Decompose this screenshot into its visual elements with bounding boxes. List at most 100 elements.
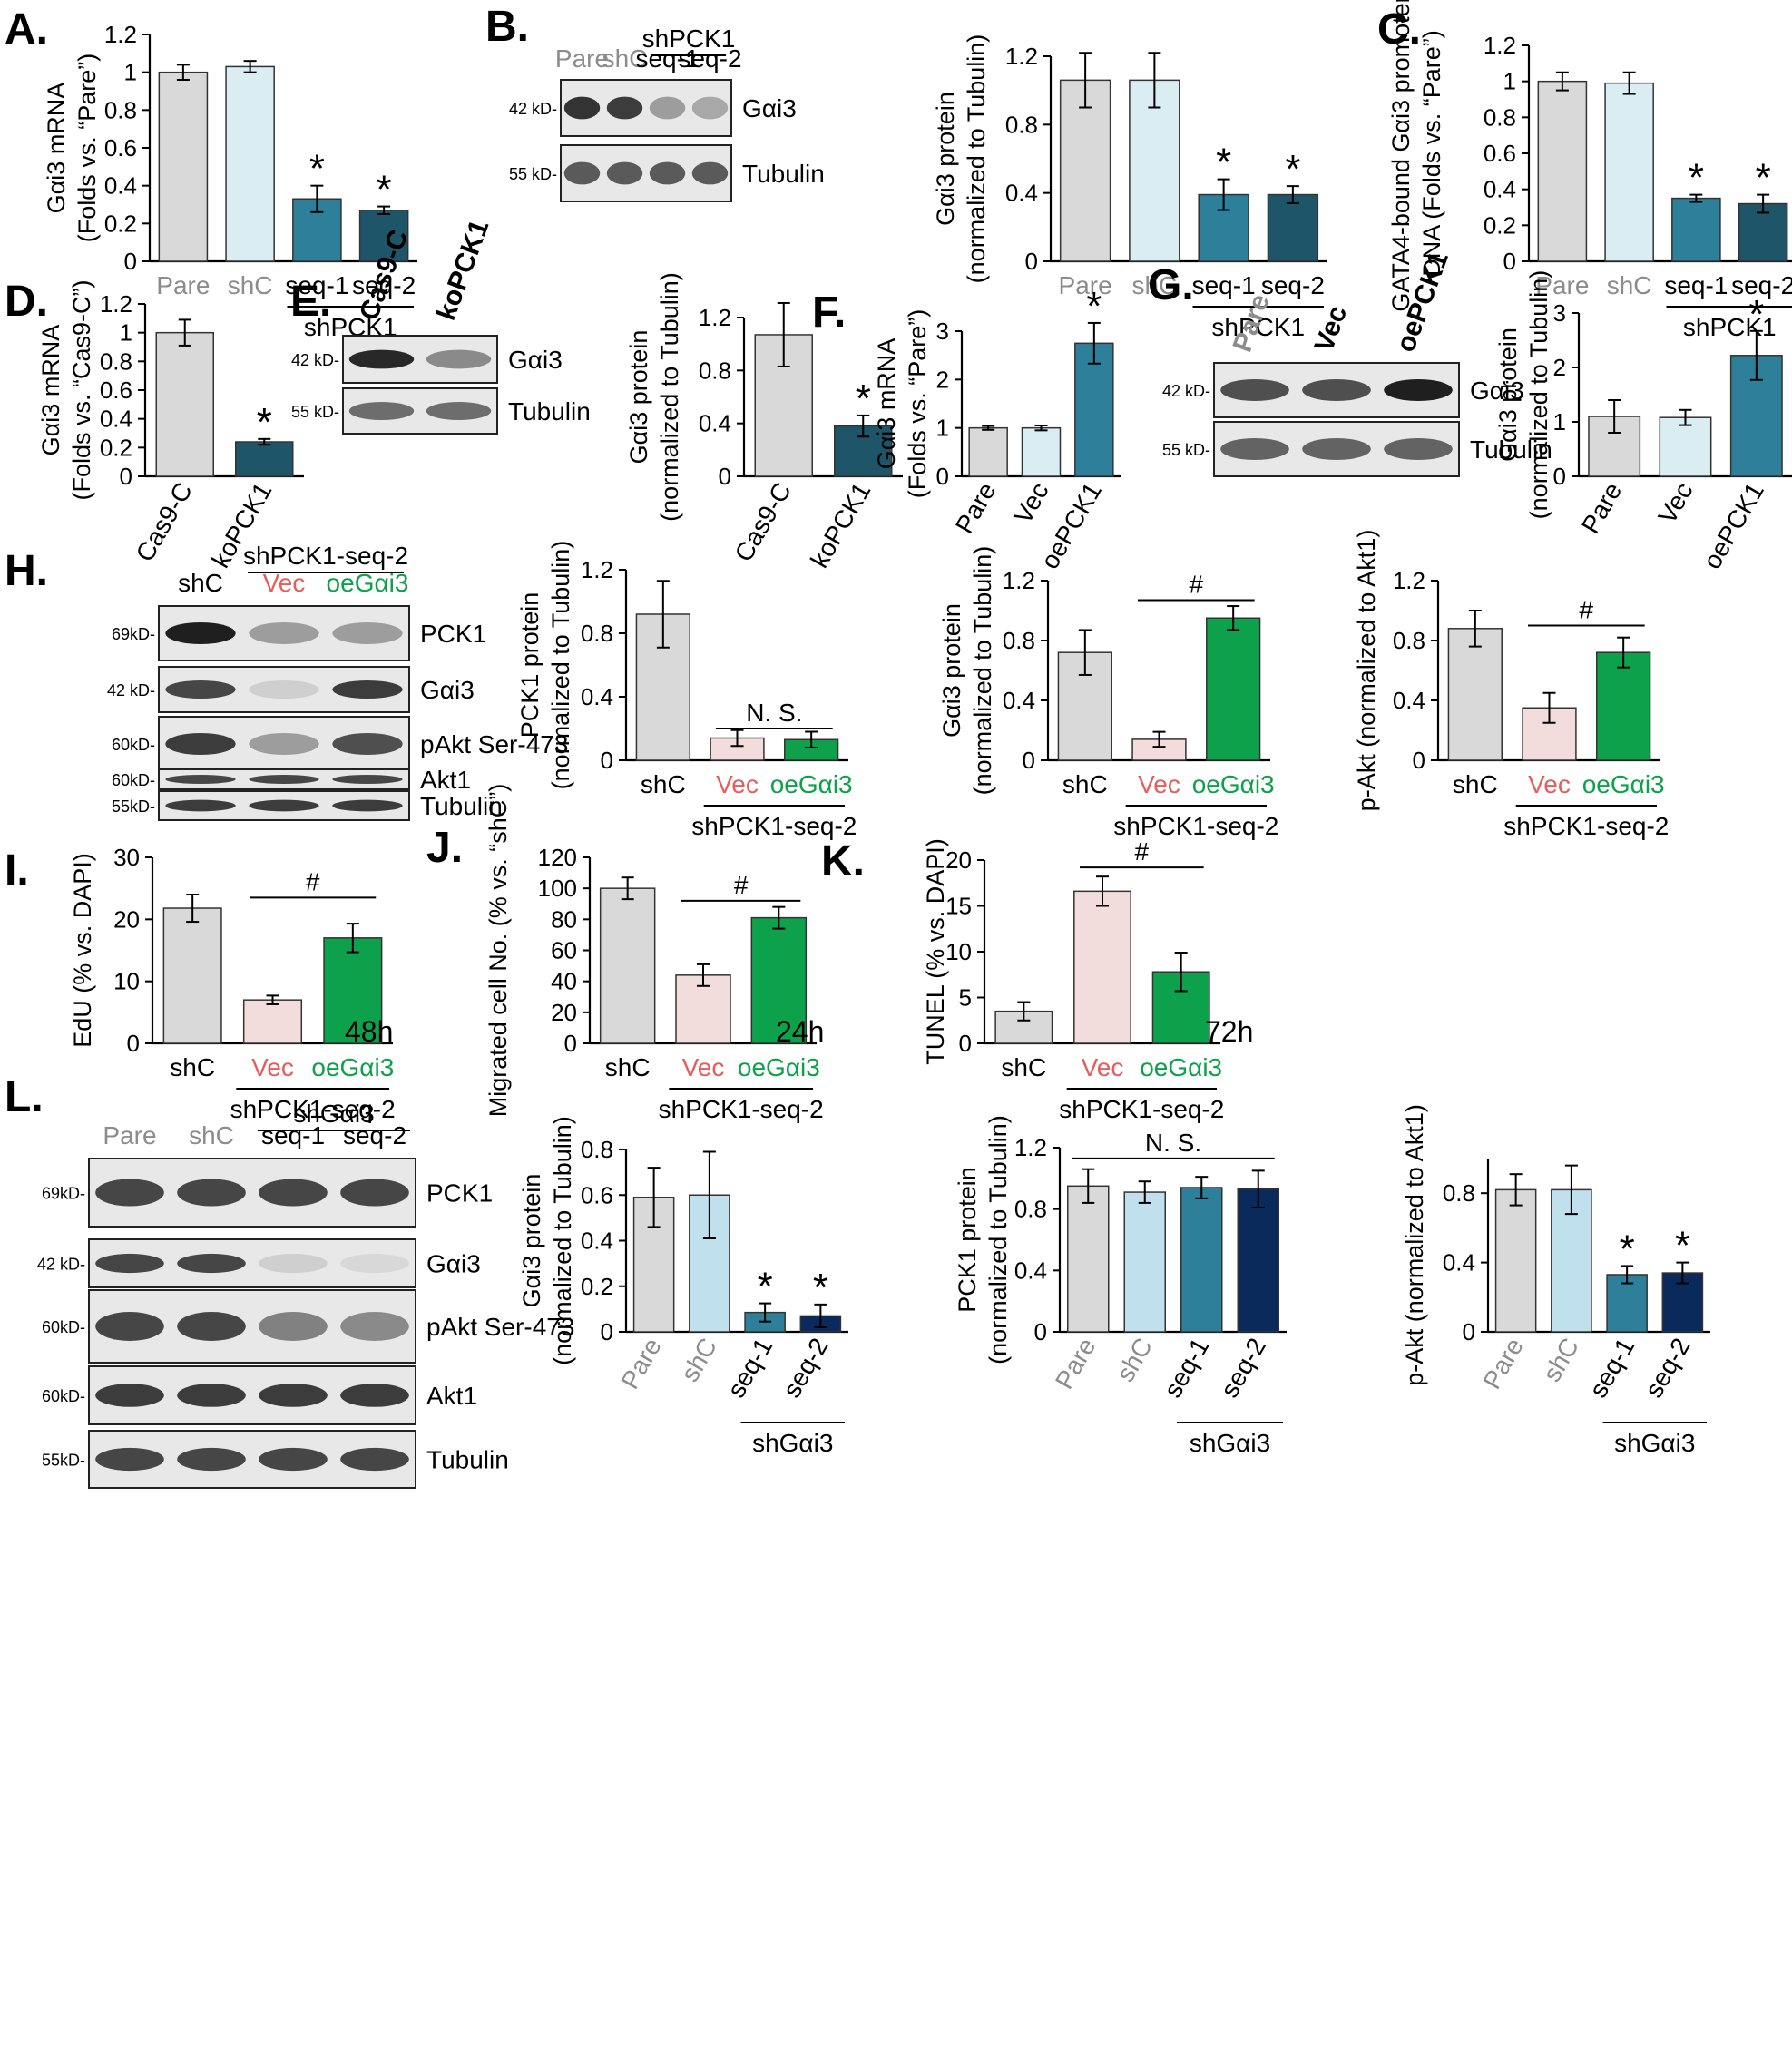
chart-h3: 0 0.4 0.8 1.2 p-Akt (normalized to Akt1) shC V… bbox=[1353, 530, 1669, 840]
blot-band bbox=[165, 622, 236, 644]
bar-0 bbox=[1059, 79, 1111, 262]
comparison-label: # bbox=[306, 867, 320, 895]
time-label: 72h bbox=[1205, 1015, 1253, 1048]
marker-label: 55 kD- bbox=[291, 403, 339, 421]
category-label: seq-2 bbox=[1261, 271, 1325, 299]
protein-label: pAkt Ser-473 bbox=[426, 1313, 574, 1341]
y-tick-label: 0.4 bbox=[581, 683, 613, 710]
y-tick-label: 0.8 bbox=[1005, 111, 1038, 138]
blot-band bbox=[259, 1384, 328, 1407]
bar-1 bbox=[1021, 426, 1062, 477]
y-tick-label: 0.2 bbox=[1484, 211, 1516, 239]
y-tick-label: 1 bbox=[1503, 68, 1516, 95]
y-tick-label: 0 bbox=[1025, 248, 1038, 275]
y-tick-label: 0.4 bbox=[1003, 687, 1035, 714]
y-tick-label: 1.2 bbox=[104, 21, 137, 48]
panel-label: J. bbox=[426, 824, 463, 872]
category-label: Pare bbox=[615, 1334, 666, 1394]
y-tick-label: 0 bbox=[1463, 1318, 1475, 1345]
y-tick-label: 2 bbox=[936, 366, 949, 393]
chart-h1: 0 0.4 0.8 1.2 PCK1 protein (normalized to Tub… bbox=[516, 541, 857, 840]
blot-band bbox=[249, 680, 319, 699]
y-tick-label: 0.8 bbox=[100, 347, 132, 375]
y-tick-label: 0.4 bbox=[581, 1228, 613, 1255]
y-tick-label: 0.8 bbox=[1484, 103, 1516, 131]
category-label: Vec bbox=[1138, 770, 1180, 798]
y-tick-label: 0.6 bbox=[1484, 140, 1516, 167]
protein-label: PCK1 bbox=[420, 620, 486, 648]
blot-band bbox=[249, 775, 319, 784]
y-tick-label: 0.6 bbox=[100, 377, 132, 404]
y-tick-label: 120 bbox=[538, 844, 577, 871]
panel-label: B. bbox=[485, 3, 529, 51]
chart-l2: 0 0.4 0.8 1.2 PCK1 protein (normalized to Tub… bbox=[954, 1115, 1287, 1457]
blot-group-label: shGαi3 bbox=[293, 1100, 374, 1128]
category-label: shC bbox=[1131, 271, 1177, 299]
y-tick-label: 1.2 bbox=[699, 304, 731, 331]
y-tick-label: 1.2 bbox=[1393, 567, 1425, 594]
y-tick-label: 0.8 bbox=[1014, 1196, 1047, 1223]
bar-0 bbox=[1537, 80, 1588, 262]
y-tick-label: 0 bbox=[1023, 747, 1035, 774]
comparison-label: # bbox=[1580, 596, 1594, 624]
y-axis-label: Gαi3 mRNA bbox=[37, 325, 64, 456]
marker-label: 55 kD- bbox=[509, 165, 557, 183]
y-tick-label: 1.2 bbox=[1003, 567, 1035, 594]
chart-j: J. 0 20 40 60 80 100 120 Migrated cell No. (% vs… bbox=[426, 784, 824, 1123]
protein-label: Gαi3 bbox=[426, 1250, 481, 1278]
panel-label: E. bbox=[290, 278, 331, 326]
panel-label: L. bbox=[5, 1073, 44, 1121]
category-label: Vec bbox=[1008, 478, 1053, 529]
category-label: Cas9-C bbox=[131, 478, 198, 567]
category-label: seq-1 bbox=[285, 271, 348, 299]
blot-band bbox=[95, 1179, 164, 1207]
bar-0 bbox=[599, 887, 656, 1044]
comparison-label: # bbox=[1135, 837, 1150, 866]
category-label: oeGαi3 bbox=[311, 1053, 394, 1081]
marker-label: 60kD- bbox=[112, 736, 155, 754]
y-tick-label: 0.8 bbox=[699, 357, 731, 384]
category-label: Vec bbox=[1082, 1053, 1124, 1081]
marker-label: 55 kD- bbox=[1162, 441, 1210, 459]
y-tick-label: 0 bbox=[1034, 1318, 1047, 1345]
bar-1 bbox=[1073, 890, 1131, 1044]
blot-band bbox=[1384, 438, 1453, 460]
blot-band bbox=[426, 349, 492, 369]
bar-3 bbox=[1237, 1188, 1279, 1333]
group-label: shPCK1 bbox=[1683, 313, 1777, 341]
y-tick-label: 0.8 bbox=[104, 96, 137, 123]
y-axis-label: (Folds vs. “Pare”) bbox=[73, 54, 101, 243]
blot-band bbox=[1384, 379, 1453, 401]
blot-band bbox=[177, 1384, 246, 1407]
category-label: oeGαi3 bbox=[738, 1053, 820, 1081]
y-axis-label: (Folds vs. “Pare”) bbox=[904, 309, 931, 499]
significance-mark: * bbox=[856, 377, 871, 421]
protein-label: Tubulin bbox=[426, 1446, 509, 1474]
protein-label: pAkt Ser-473 bbox=[420, 730, 568, 758]
category-label: seq-1 bbox=[1192, 271, 1256, 299]
y-axis-label: (normalized to Tubulin) bbox=[969, 546, 996, 796]
y-tick-label: 10 bbox=[945, 938, 972, 965]
significance-mark: * bbox=[257, 400, 272, 445]
bar-1 bbox=[242, 999, 303, 1044]
significance-mark: * bbox=[1620, 1227, 1635, 1271]
panel-label: H. bbox=[5, 547, 48, 595]
category-label: shC bbox=[1062, 770, 1108, 798]
y-axis-label: PCK1 protein bbox=[954, 1167, 981, 1313]
lane-label: oeGαi3 bbox=[327, 569, 409, 597]
chart-d: D. 00.20.40.60.811.2 Gαi3 mRNA (Folds vs. “… bbox=[5, 278, 304, 572]
category-label: shC bbox=[170, 1053, 215, 1081]
blot-band bbox=[348, 349, 415, 369]
y-tick-label: 0 bbox=[719, 463, 731, 490]
y-tick-label: 0.8 bbox=[1443, 1179, 1475, 1207]
blot-band bbox=[606, 96, 643, 120]
bar-2 bbox=[750, 916, 808, 1044]
blot-band bbox=[649, 161, 686, 185]
category-label: Vec bbox=[682, 1053, 725, 1081]
y-tick-label: 100 bbox=[538, 875, 577, 902]
bar-0 bbox=[1494, 1188, 1537, 1333]
y-tick-label: 1.2 bbox=[581, 556, 613, 583]
comparison-label: N. S. bbox=[1145, 1129, 1201, 1157]
y-axis-label: p-Akt (normalized to Akt1) bbox=[1401, 1104, 1428, 1386]
time-label: 48h bbox=[345, 1015, 393, 1048]
